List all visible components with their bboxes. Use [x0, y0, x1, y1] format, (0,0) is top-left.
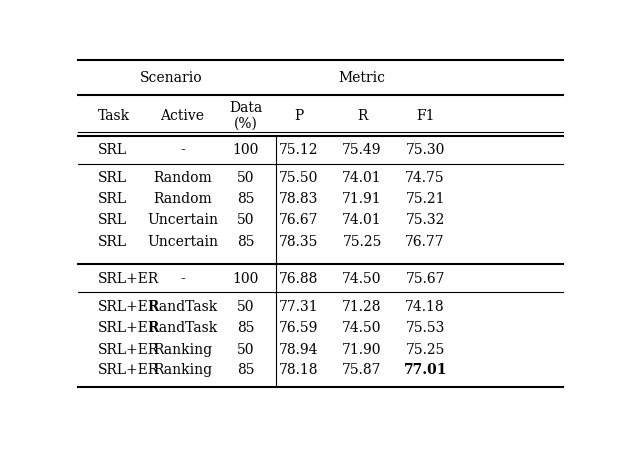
Text: 74.50: 74.50: [342, 272, 382, 285]
Text: 85: 85: [237, 321, 254, 335]
Text: -: -: [180, 272, 185, 285]
Text: 71.90: 71.90: [342, 343, 382, 357]
Text: SRL+ER: SRL+ER: [98, 321, 159, 335]
Text: 78.35: 78.35: [279, 235, 319, 249]
Text: 74.01: 74.01: [342, 213, 382, 227]
Text: 50: 50: [237, 171, 254, 185]
Text: 76.67: 76.67: [279, 213, 319, 227]
Text: 75.50: 75.50: [279, 171, 319, 185]
Text: 75.21: 75.21: [406, 192, 445, 206]
Text: 78.18: 78.18: [279, 363, 319, 377]
Text: 50: 50: [237, 343, 254, 357]
Text: R: R: [357, 109, 367, 123]
Text: RandTask: RandTask: [148, 300, 217, 314]
Text: 78.94: 78.94: [279, 343, 319, 357]
Text: 75.25: 75.25: [406, 343, 445, 357]
Text: 75.12: 75.12: [279, 143, 319, 157]
Text: 71.91: 71.91: [342, 192, 382, 206]
Text: Task: Task: [98, 109, 130, 123]
Text: F1: F1: [416, 109, 434, 123]
Text: P: P: [294, 109, 304, 123]
Text: 85: 85: [237, 192, 254, 206]
Text: 74.01: 74.01: [342, 171, 382, 185]
Text: 75.25: 75.25: [342, 235, 382, 249]
Text: SRL: SRL: [98, 143, 127, 157]
Text: RandTask: RandTask: [148, 321, 217, 335]
Text: SRL+ER: SRL+ER: [98, 363, 159, 377]
Text: Data
(%): Data (%): [229, 101, 262, 131]
Text: Ranking: Ranking: [153, 343, 212, 357]
Text: Random: Random: [153, 171, 212, 185]
Text: 85: 85: [237, 235, 254, 249]
Text: SRL: SRL: [98, 235, 127, 249]
Text: 74.75: 74.75: [405, 171, 445, 185]
Text: 77.01: 77.01: [403, 363, 447, 377]
Text: Uncertain: Uncertain: [147, 235, 218, 249]
Text: SRL+ER: SRL+ER: [98, 272, 159, 285]
Text: SRL+ER: SRL+ER: [98, 300, 159, 314]
Text: 78.83: 78.83: [279, 192, 319, 206]
Text: 76.88: 76.88: [279, 272, 319, 285]
Text: 50: 50: [237, 300, 254, 314]
Text: 71.28: 71.28: [342, 300, 382, 314]
Text: 85: 85: [237, 363, 254, 377]
Text: 75.53: 75.53: [406, 321, 445, 335]
Text: 76.77: 76.77: [405, 235, 445, 249]
Text: 100: 100: [232, 143, 259, 157]
Text: SRL: SRL: [98, 171, 127, 185]
Text: Random: Random: [153, 192, 212, 206]
Text: 76.59: 76.59: [279, 321, 319, 335]
Text: Scenario: Scenario: [140, 71, 203, 85]
Text: SRL+ER: SRL+ER: [98, 343, 159, 357]
Text: Active: Active: [160, 109, 205, 123]
Text: 75.67: 75.67: [406, 272, 445, 285]
Text: Ranking: Ranking: [153, 363, 212, 377]
Text: Uncertain: Uncertain: [147, 213, 218, 227]
Text: 75.32: 75.32: [406, 213, 445, 227]
Text: 75.87: 75.87: [342, 363, 382, 377]
Text: 77.31: 77.31: [279, 300, 319, 314]
Text: 75.30: 75.30: [406, 143, 445, 157]
Text: SRL: SRL: [98, 192, 127, 206]
Text: 50: 50: [237, 213, 254, 227]
Text: 74.18: 74.18: [405, 300, 445, 314]
Text: -: -: [180, 143, 185, 157]
Text: 100: 100: [232, 272, 259, 285]
Text: SRL: SRL: [98, 213, 127, 227]
Text: 75.49: 75.49: [342, 143, 382, 157]
Text: Metric: Metric: [339, 71, 386, 85]
Text: 74.50: 74.50: [342, 321, 382, 335]
